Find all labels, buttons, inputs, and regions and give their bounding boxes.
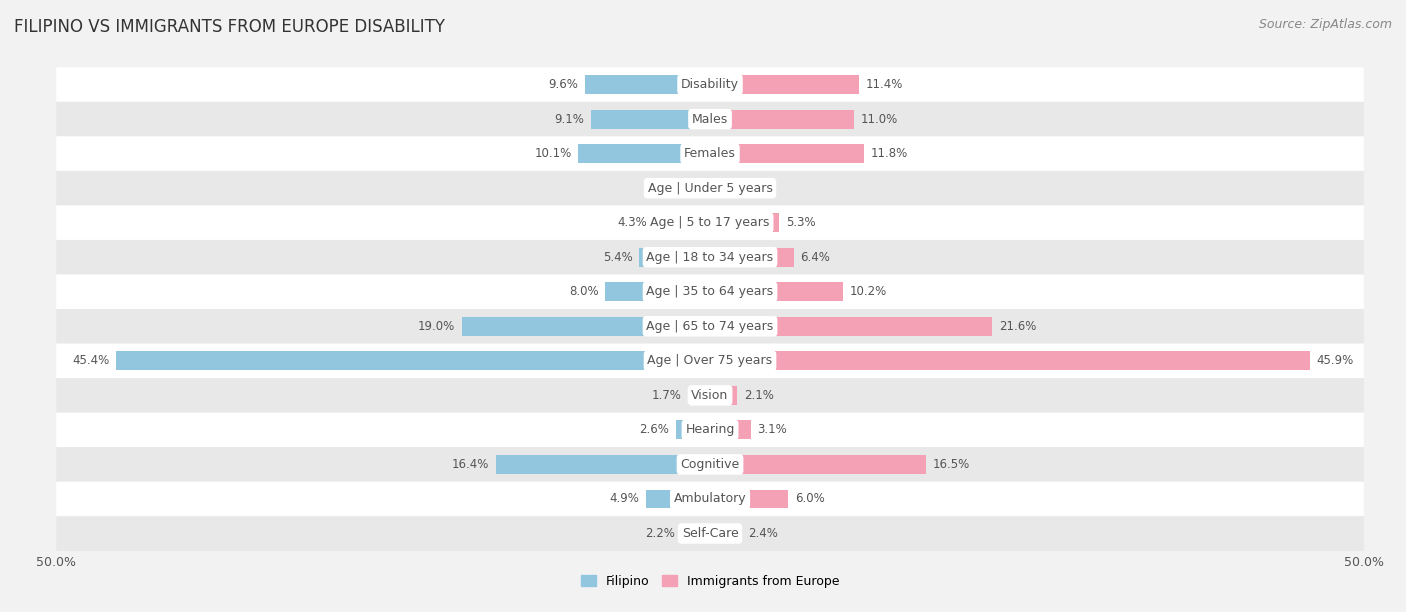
Bar (591, 110, 710, 129)
Text: Males: Males (692, 113, 728, 125)
Text: 16.5%: 16.5% (932, 458, 970, 471)
Text: 6.0%: 6.0% (794, 493, 825, 506)
Text: Females: Females (685, 147, 735, 160)
Text: 5.3%: 5.3% (786, 216, 815, 230)
Text: 5.4%: 5.4% (603, 251, 633, 264)
Bar (710, 248, 794, 267)
Text: Self-Care: Self-Care (682, 527, 738, 540)
Text: 11.8%: 11.8% (870, 147, 908, 160)
Text: 9.1%: 9.1% (554, 113, 585, 125)
FancyBboxPatch shape (56, 102, 1364, 136)
FancyBboxPatch shape (56, 343, 1364, 378)
Text: 2.6%: 2.6% (640, 424, 669, 436)
Bar (606, 282, 710, 301)
Text: 2.1%: 2.1% (744, 389, 773, 402)
FancyBboxPatch shape (56, 412, 1364, 447)
Bar (585, 75, 710, 94)
FancyBboxPatch shape (56, 482, 1364, 517)
Text: 10.1%: 10.1% (534, 147, 571, 160)
Bar (710, 110, 853, 129)
Text: 4.3%: 4.3% (617, 216, 647, 230)
Bar (696, 179, 710, 198)
Bar (461, 317, 710, 336)
FancyBboxPatch shape (56, 67, 1364, 102)
Text: 10.2%: 10.2% (851, 285, 887, 298)
Bar (682, 524, 710, 543)
FancyBboxPatch shape (56, 171, 1364, 206)
Text: Hearing: Hearing (685, 424, 735, 436)
Bar (710, 420, 751, 439)
Text: 3.1%: 3.1% (756, 424, 787, 436)
Bar (578, 144, 710, 163)
Text: 16.4%: 16.4% (451, 458, 489, 471)
Bar (710, 144, 865, 163)
Text: Age | Over 75 years: Age | Over 75 years (648, 354, 772, 367)
Bar (640, 248, 710, 267)
Text: Age | 35 to 64 years: Age | 35 to 64 years (647, 285, 773, 298)
FancyBboxPatch shape (56, 517, 1364, 551)
Bar (645, 490, 710, 509)
Text: 45.9%: 45.9% (1317, 354, 1354, 367)
Bar (710, 490, 789, 509)
FancyBboxPatch shape (56, 136, 1364, 171)
Bar (710, 351, 1310, 370)
Text: 11.4%: 11.4% (866, 78, 903, 91)
Text: Disability: Disability (681, 78, 740, 91)
Bar (676, 420, 710, 439)
Bar (495, 455, 710, 474)
FancyBboxPatch shape (56, 206, 1364, 240)
Text: 19.0%: 19.0% (418, 320, 456, 333)
FancyBboxPatch shape (56, 378, 1364, 412)
Text: 45.4%: 45.4% (73, 354, 110, 367)
Legend: Filipino, Immigrants from Europe: Filipino, Immigrants from Europe (575, 570, 845, 593)
FancyBboxPatch shape (56, 309, 1364, 343)
Text: 21.6%: 21.6% (1000, 320, 1036, 333)
Bar (710, 317, 993, 336)
Bar (710, 455, 925, 474)
Text: Age | 5 to 17 years: Age | 5 to 17 years (651, 216, 769, 230)
FancyBboxPatch shape (56, 275, 1364, 309)
Text: Vision: Vision (692, 389, 728, 402)
Bar (710, 524, 741, 543)
Text: FILIPINO VS IMMIGRANTS FROM EUROPE DISABILITY: FILIPINO VS IMMIGRANTS FROM EUROPE DISAB… (14, 18, 446, 36)
Bar (654, 213, 710, 232)
Text: 1.1%: 1.1% (659, 182, 689, 195)
Text: Age | 18 to 34 years: Age | 18 to 34 years (647, 251, 773, 264)
Text: 8.0%: 8.0% (569, 285, 599, 298)
Text: Cognitive: Cognitive (681, 458, 740, 471)
Bar (710, 213, 779, 232)
Text: 2.4%: 2.4% (748, 527, 778, 540)
FancyBboxPatch shape (56, 240, 1364, 275)
Text: Age | Under 5 years: Age | Under 5 years (648, 182, 772, 195)
Text: 1.3%: 1.3% (734, 182, 763, 195)
Text: 6.4%: 6.4% (800, 251, 830, 264)
Bar (710, 386, 738, 405)
Bar (710, 75, 859, 94)
Bar (688, 386, 710, 405)
FancyBboxPatch shape (56, 447, 1364, 482)
Text: 1.7%: 1.7% (651, 389, 682, 402)
Text: Ambulatory: Ambulatory (673, 493, 747, 506)
Text: 9.6%: 9.6% (548, 78, 578, 91)
Text: Age | 65 to 74 years: Age | 65 to 74 years (647, 320, 773, 333)
Text: 2.2%: 2.2% (645, 527, 675, 540)
Text: Source: ZipAtlas.com: Source: ZipAtlas.com (1258, 18, 1392, 31)
Bar (710, 179, 727, 198)
Bar (710, 282, 844, 301)
Bar (117, 351, 710, 370)
Text: 4.9%: 4.9% (610, 493, 640, 506)
Text: 11.0%: 11.0% (860, 113, 897, 125)
